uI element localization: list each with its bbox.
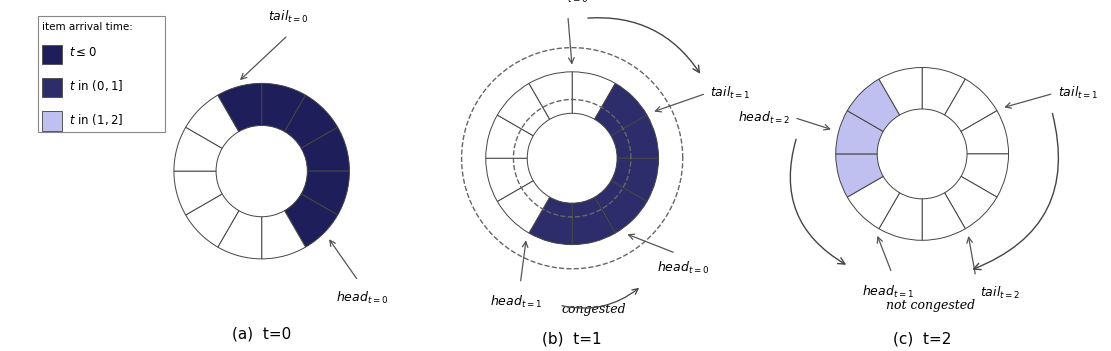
Wedge shape xyxy=(486,115,533,158)
Text: item arrival time:: item arrival time: xyxy=(42,22,133,32)
Wedge shape xyxy=(944,79,997,131)
Bar xyxy=(42,78,61,97)
FancyArrowPatch shape xyxy=(973,113,1059,270)
Wedge shape xyxy=(301,171,350,215)
Text: $head_{t=1}$: $head_{t=1}$ xyxy=(490,294,542,310)
Text: $t \leq 0$: $t \leq 0$ xyxy=(69,46,97,59)
Wedge shape xyxy=(486,158,533,201)
Text: (a)  t=0: (a) t=0 xyxy=(232,326,291,342)
Wedge shape xyxy=(835,154,883,197)
Text: $t\ \mathrm{in}\ (1,2]$: $t\ \mathrm{in}\ (1,2]$ xyxy=(69,112,122,127)
Text: $tail_{t=1}$: $tail_{t=1}$ xyxy=(1058,85,1098,101)
FancyArrowPatch shape xyxy=(562,289,638,308)
Text: (c)  t=2: (c) t=2 xyxy=(893,331,951,346)
Text: $tail_{t=2}$: $tail_{t=2}$ xyxy=(980,285,1020,301)
Wedge shape xyxy=(594,84,647,136)
Text: $head_{t=2}$: $head_{t=2}$ xyxy=(738,110,790,126)
Wedge shape xyxy=(572,72,615,119)
Text: not congested: not congested xyxy=(887,299,975,312)
Wedge shape xyxy=(611,158,659,201)
Wedge shape xyxy=(174,127,222,171)
Text: $head_{t=0}$: $head_{t=0}$ xyxy=(337,290,389,306)
Wedge shape xyxy=(218,211,262,259)
Wedge shape xyxy=(922,193,965,240)
Wedge shape xyxy=(848,79,900,131)
Wedge shape xyxy=(879,67,922,115)
Wedge shape xyxy=(529,72,572,119)
Wedge shape xyxy=(262,211,306,259)
Wedge shape xyxy=(879,193,922,240)
Wedge shape xyxy=(835,111,883,154)
Text: $tail_{t=1}$: $tail_{t=1}$ xyxy=(710,85,751,101)
Text: $tail_{t=0}$: $tail_{t=0}$ xyxy=(268,8,309,25)
Wedge shape xyxy=(922,67,965,115)
FancyArrowPatch shape xyxy=(790,139,845,264)
Wedge shape xyxy=(284,95,338,148)
Wedge shape xyxy=(498,181,550,233)
Bar xyxy=(42,45,61,64)
Text: $head_{t=1}$: $head_{t=1}$ xyxy=(861,284,913,300)
Wedge shape xyxy=(498,84,550,136)
Wedge shape xyxy=(594,181,647,233)
Wedge shape xyxy=(961,154,1009,197)
Text: (b)  t=1: (b) t=1 xyxy=(542,331,602,346)
Bar xyxy=(42,112,61,131)
Wedge shape xyxy=(848,176,900,229)
Text: congested: congested xyxy=(561,303,627,316)
Text: $t\ \mathrm{in}\ (0,1]$: $t\ \mathrm{in}\ (0,1]$ xyxy=(69,79,122,93)
Wedge shape xyxy=(529,197,572,245)
Wedge shape xyxy=(186,95,239,148)
Text: $tail_{t=0}$: $tail_{t=0}$ xyxy=(548,0,588,5)
Wedge shape xyxy=(186,194,239,247)
FancyArrowPatch shape xyxy=(588,18,700,73)
Wedge shape xyxy=(944,176,997,229)
Wedge shape xyxy=(174,171,222,215)
Wedge shape xyxy=(961,111,1009,154)
Wedge shape xyxy=(572,197,615,245)
Text: $head_{t=0}$: $head_{t=0}$ xyxy=(657,260,709,276)
Wedge shape xyxy=(301,127,350,171)
Wedge shape xyxy=(218,84,262,132)
Wedge shape xyxy=(284,194,338,247)
Wedge shape xyxy=(262,84,306,132)
Wedge shape xyxy=(611,115,659,158)
Bar xyxy=(38,16,166,132)
